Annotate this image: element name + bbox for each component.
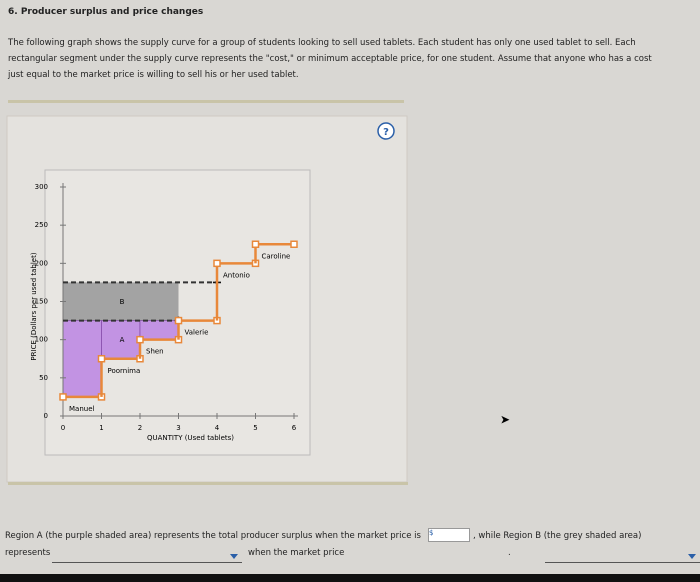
y-axis-label: PRICE (Dollars per used tablet) <box>30 252 38 360</box>
y-tick-label: 50 <box>39 374 48 382</box>
x-axis-label: QUANTITY (Used tablets) <box>147 434 234 442</box>
x-tick-label: 5 <box>253 424 257 432</box>
x-tick-label: 1 <box>99 424 103 432</box>
chart: ? ➤ A B 0 50 100 150 200 250 300 0 1 2 3 4 5 6 QUANTITY … <box>6 115 510 483</box>
supply-point[interactable] <box>97 355 106 363</box>
region-label: B <box>120 298 125 306</box>
title: 6. Producer surplus and price changes <box>8 7 204 17</box>
student-label: Poornima <box>108 367 141 375</box>
region-a <box>62 320 102 398</box>
divider <box>8 100 404 103</box>
student-label: Shen <box>146 348 164 356</box>
currency: $ <box>429 529 434 537</box>
divider <box>8 482 408 485</box>
supply-point[interactable] <box>174 316 183 325</box>
y-tick-label: 150 <box>35 298 48 306</box>
question-text: Region A (the purple shaded area) repres… <box>5 531 421 541</box>
question-text: when the market price <box>248 548 345 558</box>
region-b <box>63 282 102 321</box>
question-text: , while Region B (the grey shaded area) <box>473 531 642 541</box>
price-input[interactable]: $ <box>428 528 470 542</box>
cursor: ➤ <box>500 413 510 427</box>
bezel <box>0 574 700 582</box>
y-tick-label: 0 <box>44 412 48 420</box>
x-tick-label: 2 <box>138 424 142 432</box>
help-text[interactable]: ? <box>383 127 389 138</box>
region-b <box>101 282 140 321</box>
question-text: . <box>508 548 511 558</box>
x-tick-label: 0 <box>61 424 65 432</box>
intro-line: rectangular segment under the supply cur… <box>8 54 652 64</box>
question-text: represents <box>5 548 51 558</box>
region-label: A <box>120 336 125 344</box>
student-label: Antonio <box>223 271 250 279</box>
y-tick-label: 200 <box>35 259 48 267</box>
supply-point[interactable] <box>213 259 221 268</box>
student-label: Manuel <box>69 405 95 413</box>
y-tick-label: 300 <box>35 183 48 191</box>
help-button[interactable]: ? <box>377 122 395 140</box>
supply-point[interactable] <box>290 240 298 248</box>
region-b <box>140 282 179 321</box>
x-tick-label: 3 <box>176 424 180 432</box>
intro-line: The following graph shows the supply cur… <box>8 38 636 48</box>
x-tick-label: 4 <box>215 424 220 432</box>
y-tick-label: 100 <box>35 336 48 344</box>
dropdown[interactable] <box>52 552 242 563</box>
student-label: Valerie <box>185 329 209 337</box>
student-label: Caroline <box>262 252 291 260</box>
supply-point[interactable] <box>251 240 260 248</box>
dropdown[interactable] <box>545 552 700 563</box>
intro-line: just equal to the market price is willin… <box>8 70 299 80</box>
supply-point[interactable] <box>59 393 67 401</box>
supply-point[interactable] <box>136 335 144 344</box>
y-tick-label: 250 <box>35 221 48 229</box>
x-tick-label: 6 <box>292 424 297 432</box>
region-a <box>139 320 179 340</box>
help-icon[interactable] <box>377 122 395 140</box>
